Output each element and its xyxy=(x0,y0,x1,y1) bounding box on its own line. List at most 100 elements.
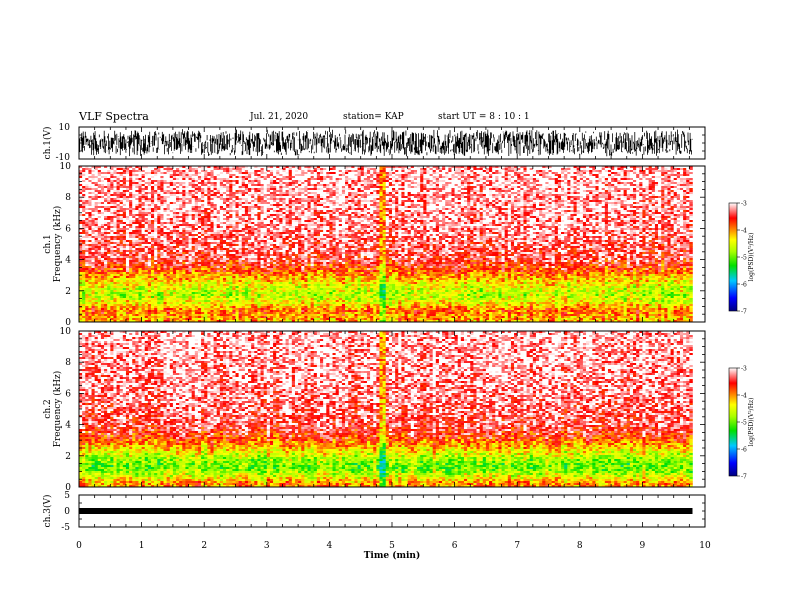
sp1-cell xyxy=(467,174,470,176)
sp1-cell xyxy=(79,170,82,172)
sp1-cell xyxy=(295,178,298,180)
sp1-cell xyxy=(348,172,351,174)
sp1-cell xyxy=(376,176,379,178)
sp1-cell xyxy=(627,170,630,172)
sp1-cell xyxy=(386,178,389,180)
sp1-cell xyxy=(439,176,442,178)
sp1-cell xyxy=(448,170,451,172)
sp1-cell xyxy=(436,172,439,174)
sp1-cell xyxy=(82,178,85,180)
sp1-cell xyxy=(583,170,586,172)
sp1-cell xyxy=(511,170,514,172)
sp1-cell xyxy=(667,174,670,176)
sp1-cell xyxy=(492,172,495,174)
sp1-cell xyxy=(317,168,320,170)
sp1-cell xyxy=(511,174,514,176)
sp1-cell xyxy=(101,174,104,176)
sp1-cell xyxy=(157,170,160,172)
sp1-cell xyxy=(154,180,157,182)
sp1-cell xyxy=(286,180,289,182)
sp1-cell xyxy=(151,176,154,178)
sp1-cell xyxy=(229,180,232,182)
sp1-cell xyxy=(214,172,217,174)
sp1-cell xyxy=(364,180,367,182)
sp1-cell xyxy=(364,178,367,180)
sp1-cell xyxy=(273,172,276,174)
sp1-cell xyxy=(533,174,536,176)
sp1-cell xyxy=(242,176,245,178)
sp1-cell xyxy=(323,174,326,176)
sp1-cell xyxy=(451,176,454,178)
sp1-cell xyxy=(461,180,464,182)
sp1-cell xyxy=(154,178,157,180)
sp1-cell xyxy=(151,170,154,172)
sp1-cell xyxy=(257,176,260,178)
sp1-cell xyxy=(445,174,448,176)
sp1-cell xyxy=(336,174,339,176)
sp1-cell xyxy=(583,178,586,180)
sp1-cell xyxy=(207,180,210,182)
sp1-cell xyxy=(226,172,229,174)
sp1-cell xyxy=(433,168,436,170)
sp1-cell xyxy=(376,180,379,182)
sp1-cell xyxy=(464,174,467,176)
sp1-cell xyxy=(289,174,292,176)
sp1-cell xyxy=(448,168,451,170)
sp1-cell xyxy=(95,178,98,180)
sp1-cell xyxy=(652,176,655,178)
sp1-cell xyxy=(113,180,116,182)
sp1-cell xyxy=(405,180,408,182)
sp1-cell xyxy=(442,180,445,182)
sp1-cell xyxy=(198,168,201,170)
sp1-cell xyxy=(392,178,395,180)
sp1-cell xyxy=(295,176,298,178)
sp1-cell xyxy=(411,178,414,180)
sp1-cell xyxy=(179,174,182,176)
sp1-cell xyxy=(204,174,207,176)
sp1-cell xyxy=(348,178,351,180)
sp1-cell xyxy=(605,174,608,176)
sp1-cell xyxy=(132,176,135,178)
sp1-cell xyxy=(661,168,664,170)
sp1-cell xyxy=(502,174,505,176)
sp1-cell xyxy=(254,170,257,172)
sp1-cell xyxy=(630,178,633,180)
sp1-cell xyxy=(464,172,467,174)
sp1-cell xyxy=(185,176,188,178)
sp1-cell xyxy=(276,176,279,178)
sp1-cell xyxy=(320,168,323,170)
sp1-cell xyxy=(329,170,332,172)
sp1-cell xyxy=(270,172,273,174)
sp1-cell xyxy=(95,170,98,172)
sp1-cell xyxy=(317,176,320,178)
sp1-cell xyxy=(229,172,232,174)
sp1-cell xyxy=(295,172,298,174)
sp1-cell xyxy=(649,178,652,180)
sp1-cell xyxy=(342,178,345,180)
sp1-cell xyxy=(217,174,220,176)
sp1-cell xyxy=(113,170,116,172)
sp1-cell xyxy=(104,172,107,174)
sp1-cell xyxy=(620,172,623,174)
sp1-cell xyxy=(520,174,523,176)
sp1-cell xyxy=(405,178,408,180)
sp1-cell xyxy=(580,172,583,174)
sp1-cell xyxy=(617,172,620,174)
sp1-cell xyxy=(417,168,420,170)
sp1-cell xyxy=(617,176,620,178)
sp1-cell xyxy=(442,174,445,176)
sp1-cell xyxy=(430,180,433,182)
sp1-cell xyxy=(539,178,542,180)
sp1-cell xyxy=(517,178,520,180)
sp1-cell xyxy=(286,176,289,178)
sp1-cell xyxy=(505,172,508,174)
sp1-cell xyxy=(558,170,561,172)
sp1-cell xyxy=(411,168,414,170)
sp1-cell xyxy=(549,170,552,172)
sp1-cell xyxy=(671,172,674,174)
sp1-cell xyxy=(480,180,483,182)
sp1-cell xyxy=(492,178,495,180)
sp1-cell xyxy=(392,168,395,170)
ch1-waveform-panel: 10 -10 ch.1(V) xyxy=(42,123,705,163)
sp1-cell xyxy=(361,170,364,172)
